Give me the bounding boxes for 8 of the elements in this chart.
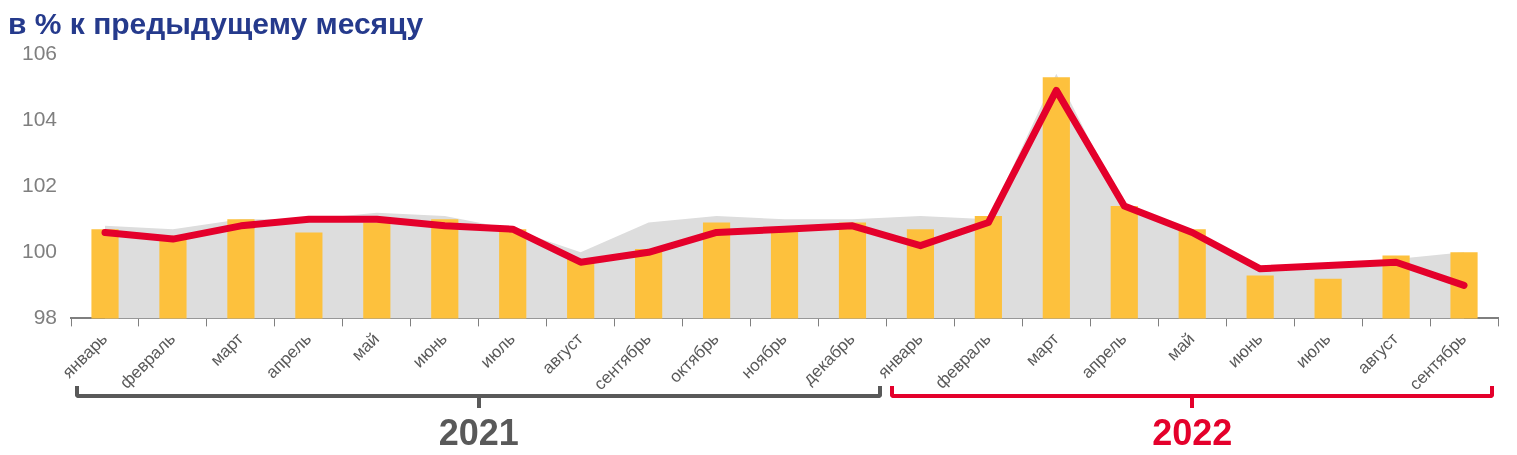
y-tick-label: 100 [21,239,58,263]
y-tick-label: 106 [21,40,58,64]
text: 2022 [1151,412,1234,454]
text: 2021 [437,412,520,454]
y-tick-label: 104 [21,106,58,130]
y-tick-label: 102 [21,172,58,196]
y-tick-label: 98 [33,305,58,329]
chart-title: в % к предыдущему месяцу [8,7,424,41]
